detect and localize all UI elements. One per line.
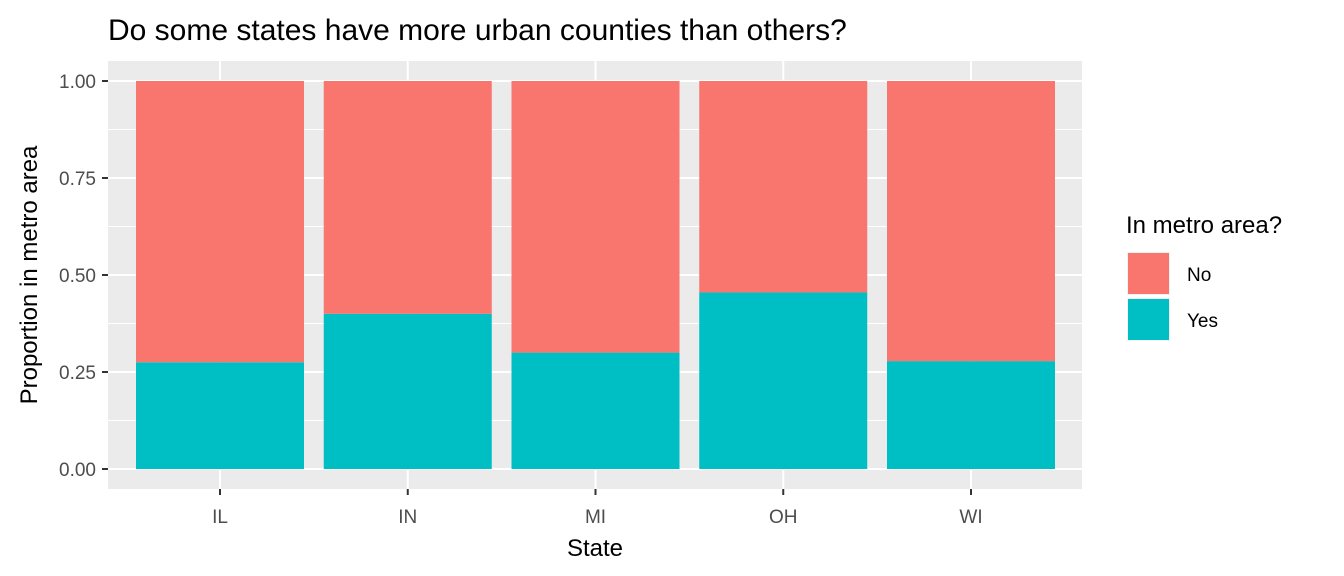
x-tick-label: MI	[585, 507, 606, 528]
bar-wi-no	[887, 81, 1055, 362]
y-tick-label: 1.00	[59, 72, 96, 93]
y-axis-title: Proportion in metro area	[16, 145, 43, 404]
bars	[136, 81, 1055, 469]
x-axis-title: State	[567, 535, 623, 562]
x-tick-label: OH	[769, 507, 798, 528]
bar-il-no	[136, 81, 304, 363]
x-tick-label: IN	[398, 507, 417, 528]
x-axis-ticks: IL IN MI OH WI	[212, 489, 983, 528]
bar-wi-yes	[887, 361, 1055, 469]
y-tick-label: 0.25	[59, 363, 96, 384]
bar-mi-yes	[511, 352, 680, 469]
legend: In metro area? No Yes	[1126, 212, 1282, 341]
bar-in-yes	[323, 313, 492, 469]
legend-label-no: No	[1187, 265, 1211, 286]
legend-items: No Yes	[1127, 252, 1218, 341]
y-tick-label: 0.00	[59, 460, 96, 481]
y-tick-label: 0.50	[59, 266, 96, 287]
chart-title: Do some states have more urban counties …	[108, 14, 847, 47]
legend-swatch-no	[1128, 253, 1169, 294]
legend-title: In metro area?	[1126, 212, 1282, 239]
legend-label-yes: Yes	[1187, 311, 1218, 332]
bar-oh-no	[699, 81, 868, 293]
bar-in-no	[323, 81, 492, 314]
x-tick-label: WI	[959, 507, 982, 528]
y-axis-ticks: 0.00 0.25 0.50 0.75 1.00	[59, 72, 108, 481]
bar-oh-yes	[699, 292, 868, 469]
legend-swatch-yes	[1128, 299, 1169, 340]
y-tick-label: 0.75	[59, 169, 96, 190]
x-tick-label: IL	[212, 507, 228, 528]
bar-mi-no	[511, 81, 680, 353]
bar-il-yes	[136, 362, 304, 469]
